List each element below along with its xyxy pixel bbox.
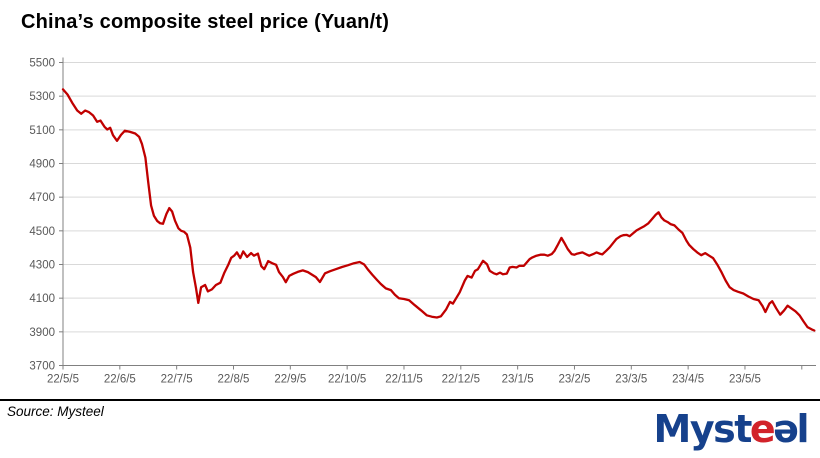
footer-divider	[0, 399, 820, 401]
x-tick-label: 22/7/5	[161, 374, 193, 386]
x-tick-label: 22/11/5	[385, 374, 423, 386]
x-tick-label: 22/12/5	[442, 374, 480, 386]
source-note: Source: Mysteel	[7, 404, 104, 419]
mysteel-logo: Mysteəl	[653, 407, 810, 451]
x-tick-label: 23/3/5	[615, 374, 647, 386]
y-tick-label: 5500	[29, 58, 55, 70]
y-tick-label: 4900	[29, 159, 55, 171]
chart-title: China’s composite steel price (Yuan/t)	[21, 11, 390, 33]
x-tick-label: 23/4/5	[672, 374, 704, 386]
logo-letter: l	[796, 407, 809, 451]
y-tick-label: 4100	[29, 293, 55, 305]
x-tick-label: 23/2/5	[558, 374, 590, 386]
y-tick-label: 4300	[29, 260, 55, 272]
y-tick-label: 3700	[29, 361, 55, 373]
y-tick-label: 5100	[29, 125, 55, 137]
logo-letter: Myst	[653, 407, 753, 451]
y-tick-label: 3900	[29, 327, 55, 339]
logo-letter: e	[749, 407, 776, 451]
x-tick-label: 22/10/5	[328, 374, 366, 386]
price-series-line	[61, 88, 816, 332]
x-tick-label: 22/9/5	[274, 374, 306, 386]
y-tick-label: 4500	[29, 226, 55, 238]
x-tick-label: 22/6/5	[104, 374, 136, 386]
y-tick-label: 4700	[29, 192, 55, 204]
x-tick-label: 23/5/5	[729, 374, 761, 386]
y-tick-label: 5300	[29, 91, 55, 103]
logo-letter: ə	[773, 407, 799, 451]
x-tick-label: 22/8/5	[217, 374, 249, 386]
x-tick-label: 22/5/5	[47, 374, 79, 386]
x-tick-label: 23/1/5	[502, 374, 534, 386]
